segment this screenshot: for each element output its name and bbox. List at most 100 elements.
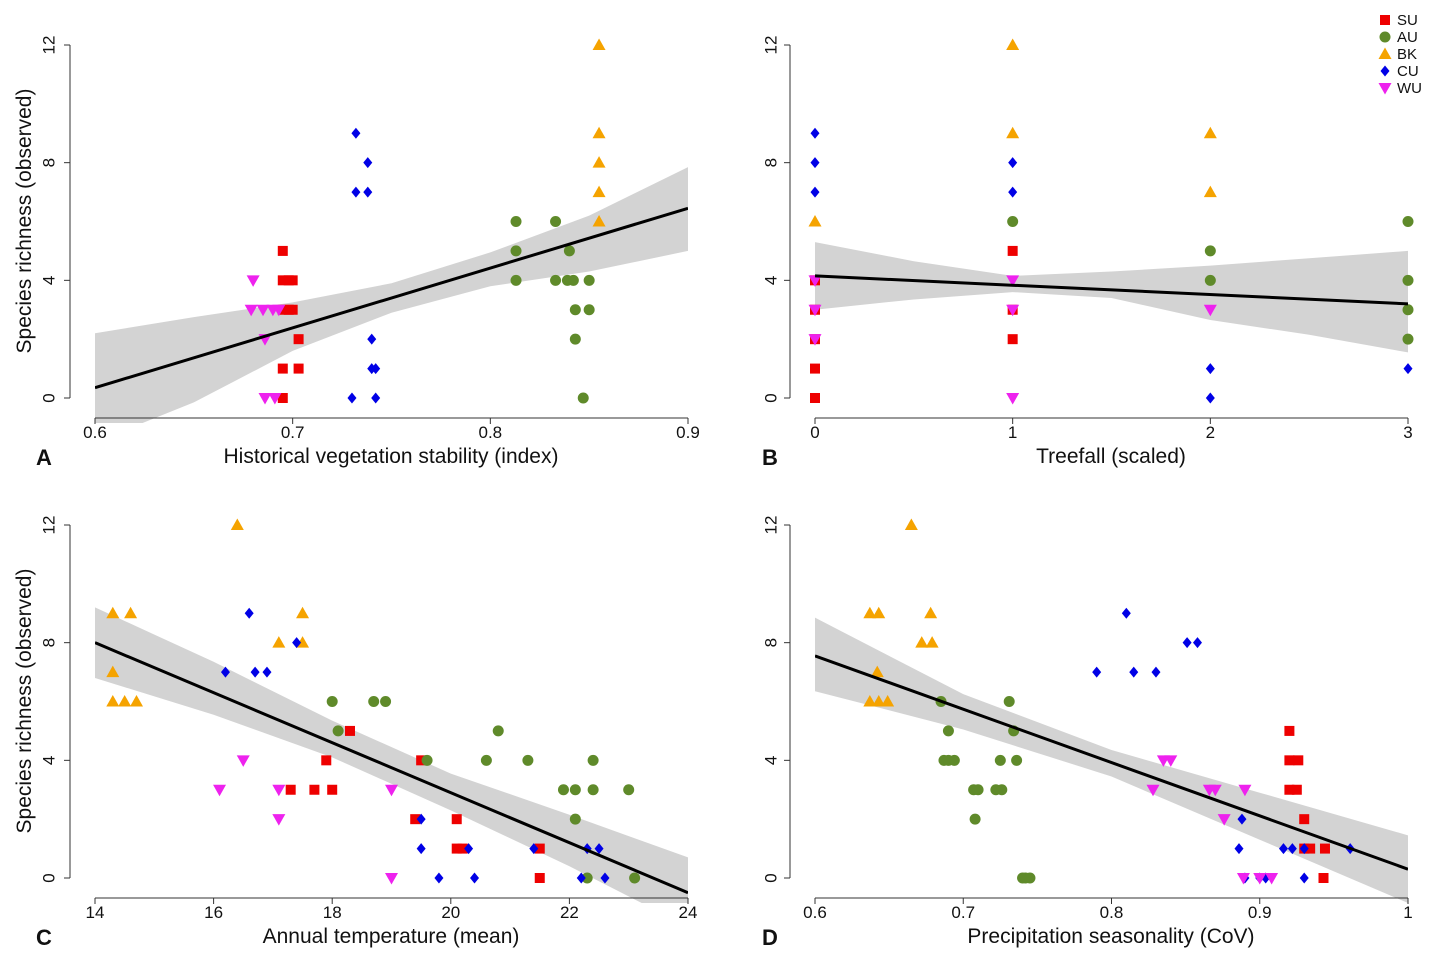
panel-a: 0.6 0.7 0.8 0.9 0 4 8 12 Historical vegetation s… <box>13 36 700 470</box>
y-tick-label: 0 <box>761 393 780 402</box>
y-tick-label: 8 <box>761 638 780 647</box>
data-point-bk <box>881 695 895 707</box>
data-point-su <box>1305 843 1316 854</box>
data-point-cu <box>371 363 381 375</box>
data-point-su <box>293 334 304 345</box>
data-point-su <box>1291 784 1302 795</box>
x-tick-label: 1 <box>1008 423 1017 442</box>
data-point-su <box>534 843 545 854</box>
data-point-au <box>522 754 534 766</box>
legend-marker-wu <box>1378 83 1392 95</box>
data-point-bk <box>592 185 606 198</box>
data-point-au <box>1003 696 1015 707</box>
data-point-wu <box>256 304 270 317</box>
data-point-bk <box>106 606 120 619</box>
data-point-cu <box>1234 843 1244 855</box>
data-point-au <box>569 813 581 825</box>
data-point-cu <box>810 186 820 198</box>
data-point-bk <box>925 636 939 648</box>
data-point-cu <box>367 333 377 345</box>
data-point-bk <box>130 695 144 707</box>
data-point-au <box>1011 754 1023 766</box>
y-tick-label: 12 <box>39 516 58 535</box>
data-point-cu <box>416 843 426 855</box>
data-point-bk <box>872 695 886 707</box>
x-tick-label: 3 <box>1403 423 1412 442</box>
data-point-au <box>996 784 1008 796</box>
data-point-wu <box>246 275 260 287</box>
legend-marker-cu <box>1380 65 1390 77</box>
data-point-su <box>1318 873 1329 883</box>
data-point-su <box>810 393 820 403</box>
data-point-wu <box>213 784 227 797</box>
x-axis-title: Precipitation seasonality (CoV) <box>967 925 1254 948</box>
y-tick-label: 4 <box>39 756 58 765</box>
legend-item-su: SU <box>1380 12 1418 29</box>
data-point-au <box>421 754 433 766</box>
legend-label: CU <box>1397 63 1419 80</box>
data-point-su <box>277 304 288 315</box>
data-point-au <box>480 754 492 766</box>
data-point-cu <box>600 872 610 884</box>
data-point-su <box>1293 755 1304 766</box>
data-point-au <box>550 274 562 286</box>
data-point-au <box>623 784 635 796</box>
data-point-cu <box>1205 392 1215 404</box>
y-tick-label: 8 <box>39 158 58 167</box>
data-point-wu <box>1265 873 1279 885</box>
data-point-au <box>510 216 522 227</box>
data-point-bk <box>592 126 606 139</box>
panel-d: 0.6 0.7 0.8 0.9 1 0 4 8 12 Precipitation seasonal… <box>761 516 1412 950</box>
data-point-bk <box>230 518 244 530</box>
data-point-au <box>583 304 595 316</box>
x-tick-label: 18 <box>323 903 342 922</box>
legend-label: BK <box>1397 46 1417 63</box>
data-point-bk <box>1203 185 1217 198</box>
data-point-au <box>1402 304 1414 316</box>
x-tick-label: 1 <box>1403 903 1412 922</box>
data-point-au <box>577 392 589 404</box>
regression-line <box>815 274 1408 306</box>
data-point-au <box>1204 274 1216 286</box>
data-point-cu <box>351 127 361 139</box>
data-point-su <box>309 784 320 795</box>
data-point-cu <box>576 872 586 884</box>
x-tick-label: 2 <box>1206 423 1215 442</box>
data-point-wu <box>244 304 258 317</box>
y-tick-label: 12 <box>39 36 58 55</box>
data-point-bk <box>592 38 606 50</box>
data-point-wu <box>1238 784 1252 797</box>
data-point-cu <box>1205 363 1215 375</box>
data-point-au <box>326 696 338 707</box>
data-point-wu <box>1146 784 1160 797</box>
data-point-au <box>969 813 981 825</box>
x-tick-label: 0.7 <box>281 423 305 442</box>
x-tick-label: 0 <box>810 423 819 442</box>
data-point-cu <box>1092 666 1102 678</box>
confidence-band <box>815 242 1408 353</box>
data-point-bk <box>118 695 132 707</box>
data-point-au <box>368 696 380 707</box>
data-point-bk <box>808 215 822 227</box>
data-point-cu <box>529 843 539 855</box>
data-point-cu <box>292 637 302 649</box>
data-point-au <box>581 872 593 884</box>
regression-line <box>815 654 1408 871</box>
data-point-su <box>410 814 421 825</box>
data-point-su <box>416 755 427 766</box>
y-tick-label: 0 <box>39 873 58 882</box>
data-point-au <box>569 784 581 796</box>
data-point-su <box>451 843 462 854</box>
data-point-wu <box>1217 814 1231 826</box>
data-point-cu <box>416 813 426 825</box>
data-point-au <box>1402 333 1414 345</box>
y-tick-label: 8 <box>39 638 58 647</box>
data-point-cu <box>244 607 254 619</box>
data-point-su <box>1319 843 1330 854</box>
x-axis-title: Historical vegetation stability (index) <box>224 445 559 468</box>
data-point-au <box>942 725 954 737</box>
data-point-au <box>1402 274 1414 286</box>
y-tick-label: 8 <box>761 158 780 167</box>
data-point-au <box>557 784 569 796</box>
